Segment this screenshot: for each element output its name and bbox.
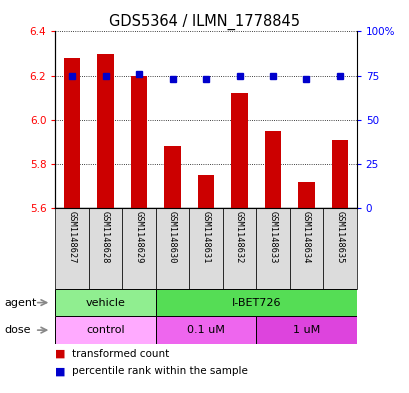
Bar (155, 208, 189, 289)
Bar (231, 94, 247, 208)
Text: GSM1148632: GSM1148632 (234, 211, 243, 263)
Bar (222, 208, 256, 289)
Bar (97, 53, 114, 208)
Text: GSM1148630: GSM1148630 (168, 211, 177, 263)
Bar (130, 76, 147, 208)
Bar (155, 289, 356, 316)
Text: vehicle: vehicle (85, 298, 125, 308)
Bar (164, 147, 180, 208)
Text: transformed count: transformed count (72, 349, 169, 359)
Bar (197, 175, 214, 208)
Text: GSM1148629: GSM1148629 (134, 211, 143, 263)
Bar (256, 208, 289, 289)
Bar (55, 316, 155, 344)
Bar (289, 208, 322, 289)
Bar (122, 208, 155, 289)
Text: I-BET726: I-BET726 (231, 298, 280, 308)
Bar (297, 182, 314, 208)
Text: GDS5364 / ILMN_1778845: GDS5364 / ILMN_1778845 (109, 14, 300, 30)
Bar (331, 140, 348, 208)
Text: GSM1148628: GSM1148628 (101, 211, 110, 263)
Text: dose: dose (4, 325, 31, 335)
Bar (55, 208, 89, 289)
Text: ■: ■ (55, 349, 66, 359)
Text: GSM1148633: GSM1148633 (268, 211, 277, 263)
Bar (264, 131, 281, 208)
Text: ■: ■ (55, 366, 66, 376)
Bar (322, 208, 356, 289)
Bar (55, 289, 155, 316)
Text: control: control (86, 325, 125, 335)
Bar (189, 208, 222, 289)
Bar (155, 316, 256, 344)
Text: GSM1148634: GSM1148634 (301, 211, 310, 263)
Text: 0.1 uM: 0.1 uM (187, 325, 225, 335)
Text: GSM1148627: GSM1148627 (67, 211, 76, 263)
Bar (256, 316, 356, 344)
Text: agent: agent (4, 298, 36, 308)
Bar (89, 208, 122, 289)
Text: percentile rank within the sample: percentile rank within the sample (72, 366, 247, 376)
Text: 1 uM: 1 uM (292, 325, 319, 335)
Text: GSM1148635: GSM1148635 (335, 211, 344, 263)
Text: GSM1148631: GSM1148631 (201, 211, 210, 263)
Bar (63, 58, 80, 208)
